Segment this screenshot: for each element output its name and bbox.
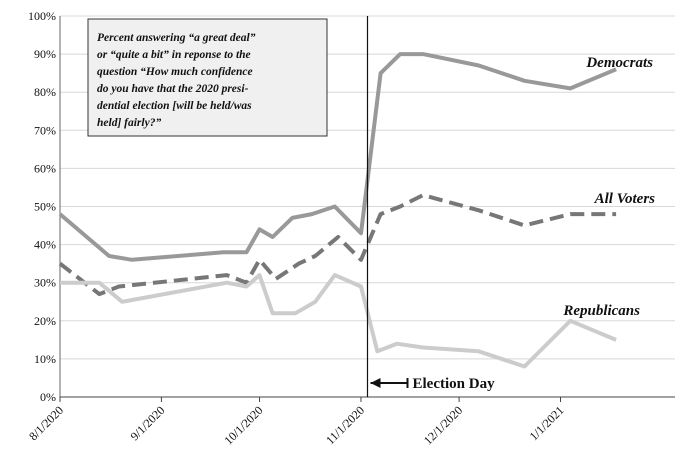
annotation-line: dential election [will be held/was <box>97 100 252 112</box>
y-tick-label: 90% <box>34 47 56 61</box>
y-tick-label: 60% <box>34 161 56 175</box>
y-tick-label: 80% <box>34 85 56 99</box>
x-tick-label: 11/1/2020 <box>323 403 367 447</box>
annotation-layer: Democrats All Voters Republicans Percent an… <box>87 16 656 397</box>
annotation-line: held] fairly?” <box>97 117 161 129</box>
series-label-democrats: Democrats <box>585 55 653 71</box>
annotation-line: or “quite a bit” in reponse to the <box>97 49 251 61</box>
series-line-democrats <box>58 52 617 262</box>
x-tick-label: 12/1/2020 <box>421 403 465 447</box>
arrow-head-icon <box>370 378 381 388</box>
x-tick-label: 1/1/2021 <box>527 403 567 443</box>
y-tick-label: 10% <box>34 352 56 366</box>
x-tick-label: 9/1/2020 <box>127 403 167 443</box>
series-layer <box>58 52 617 369</box>
y-tick-label: 70% <box>34 123 56 137</box>
y-tick-label: 20% <box>34 314 56 328</box>
series-label-all-voters: All Voters <box>594 191 656 207</box>
election-day-label: Election Day <box>413 376 496 392</box>
x-tick-label: 10/1/2020 <box>221 403 265 447</box>
series-line-republicans <box>60 273 617 369</box>
annotation-line: do you have that the 2020 presi- <box>97 83 249 95</box>
y-tick-label: 50% <box>34 200 56 214</box>
y-tick-label: 30% <box>34 276 56 290</box>
y-tick-label: 0% <box>40 390 56 404</box>
annotation-line: question “How much confidence <box>97 66 253 78</box>
series-label-republicans: Republicans <box>562 303 640 319</box>
y-tick-label: 40% <box>34 238 56 252</box>
annotation-box <box>87 18 328 137</box>
x-tick-label: 8/1/2020 <box>26 403 66 443</box>
y-tick-label: 100% <box>28 9 56 23</box>
annotation-line: Percent answering “a great deal” <box>97 32 256 44</box>
